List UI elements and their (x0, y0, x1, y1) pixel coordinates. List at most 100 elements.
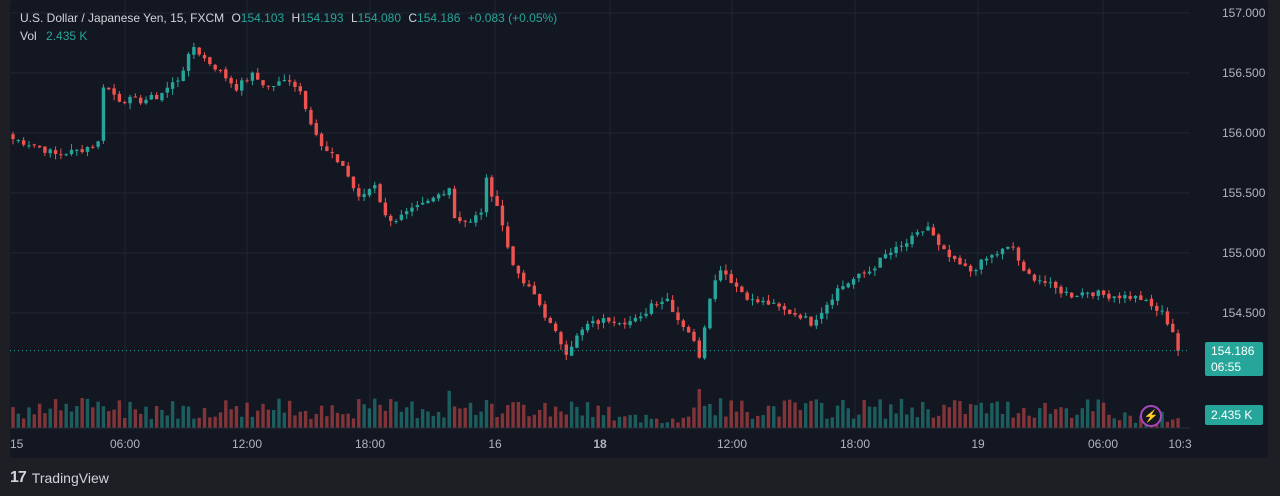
candle-body (921, 231, 925, 233)
volume-bar (649, 418, 654, 428)
volume-bar (516, 402, 521, 428)
volume-bar (665, 422, 670, 428)
volume-bar (628, 415, 632, 428)
candle-body (936, 234, 941, 245)
volume-bar (176, 418, 180, 428)
volume-bar (814, 399, 819, 428)
candle-body (1176, 333, 1180, 351)
candle-body (357, 188, 361, 197)
candle-body (202, 55, 207, 59)
ohlc-row: U.S. Dollar / Japanese Yen, 15, FXCM O15… (20, 11, 558, 25)
candle-body (1059, 286, 1063, 294)
volume-bar (325, 416, 329, 428)
volume-bar (138, 413, 143, 428)
candle-body (734, 282, 739, 287)
time-axis: 15 06:00 12:00 18:00 16 18 12:00 18:00 19 06:00 10… (10, 437, 1192, 451)
candle-body (1133, 296, 1138, 299)
time-tick-label: 16 (488, 437, 502, 451)
volume-bar (154, 405, 159, 428)
candle-body (53, 150, 58, 154)
volume-bar (186, 406, 191, 428)
candle-body (197, 47, 201, 55)
symbol-title[interactable]: U.S. Dollar / Japanese Yen, 15, FXCM (20, 11, 225, 25)
volume-bar (655, 418, 659, 428)
candle-body (670, 299, 675, 312)
candle-body (819, 312, 824, 319)
candle-body (527, 284, 531, 287)
candle-body (979, 259, 983, 270)
volume-bar (1075, 414, 1079, 428)
volume-bar (936, 415, 941, 428)
candle-body (1149, 298, 1154, 307)
candlestick-chart[interactable]: 157.000 156.500 156.000 155.500 155.000 154.5… (10, 0, 1268, 458)
candle-body (490, 177, 494, 197)
candle-body (1101, 290, 1106, 295)
volume-bar (617, 416, 622, 428)
volume-bar (729, 400, 733, 428)
grid-lines (10, 0, 1190, 428)
candle-body (655, 304, 659, 306)
volume-bar (607, 406, 611, 428)
candle-body (591, 320, 595, 324)
volume-bar (777, 416, 781, 428)
price-axis: 157.000 156.500 156.000 155.500 155.000 154.5… (1222, 6, 1266, 320)
candle-body (330, 152, 334, 154)
volume-label[interactable]: Vol (20, 29, 37, 43)
candle-body (96, 141, 100, 147)
candle-body (420, 202, 425, 205)
volume-bar (420, 409, 425, 428)
lightning-icon[interactable]: ⚡ (1140, 405, 1162, 427)
volume-bar (580, 415, 584, 428)
price-tick-label: 156.000 (1222, 126, 1266, 140)
candle-body (1022, 261, 1026, 271)
candle-body (309, 109, 313, 125)
volume-bar (202, 407, 207, 428)
volume-bar (277, 398, 281, 428)
volume-bar (341, 414, 345, 428)
volume-bar (404, 407, 409, 428)
volume-bar (373, 398, 377, 428)
candle-body (1139, 295, 1143, 301)
volume-bar (410, 401, 414, 428)
volume-bar (713, 415, 717, 428)
volume-bar (830, 417, 834, 428)
candle-body (942, 245, 946, 250)
volume-bar (1107, 414, 1111, 428)
volume-bar (952, 400, 957, 428)
last-price-tag[interactable]: 154.186 06:55 (1205, 342, 1263, 376)
volume-bar (367, 408, 372, 428)
volume-bar (857, 414, 861, 428)
volume-bar (357, 399, 361, 428)
volume-bar (639, 422, 643, 428)
candle-body (575, 335, 579, 348)
candle-body (633, 317, 638, 322)
volume-bar (553, 406, 558, 428)
candle-body (585, 323, 590, 331)
volume-bar (511, 402, 515, 428)
candle-body (123, 102, 127, 104)
volume-bar (53, 399, 58, 428)
volume-bar (1038, 408, 1042, 428)
candle-body (165, 87, 169, 93)
volume-bar (394, 401, 398, 428)
volume-bar (883, 418, 888, 428)
volume-bar (287, 400, 292, 428)
volume-bar (170, 401, 175, 428)
candle-body (16, 140, 21, 142)
volume-bar (96, 401, 100, 428)
candle-body (718, 270, 723, 281)
volume-bar (123, 417, 127, 428)
volume-bar (692, 407, 696, 428)
volume-bar (442, 417, 446, 428)
volume-bar (1027, 415, 1031, 428)
volume-bar (1064, 408, 1069, 428)
time-tick-label: 12:00 (232, 437, 262, 451)
candle-body (293, 81, 297, 87)
volume-bar (378, 404, 382, 428)
candle-body (133, 96, 138, 98)
volume-bar (91, 407, 95, 428)
candle-body (1032, 274, 1037, 281)
candle-body (1006, 246, 1010, 249)
branding[interactable]: 17 TradingView (10, 466, 109, 490)
volume-bar (293, 415, 297, 428)
